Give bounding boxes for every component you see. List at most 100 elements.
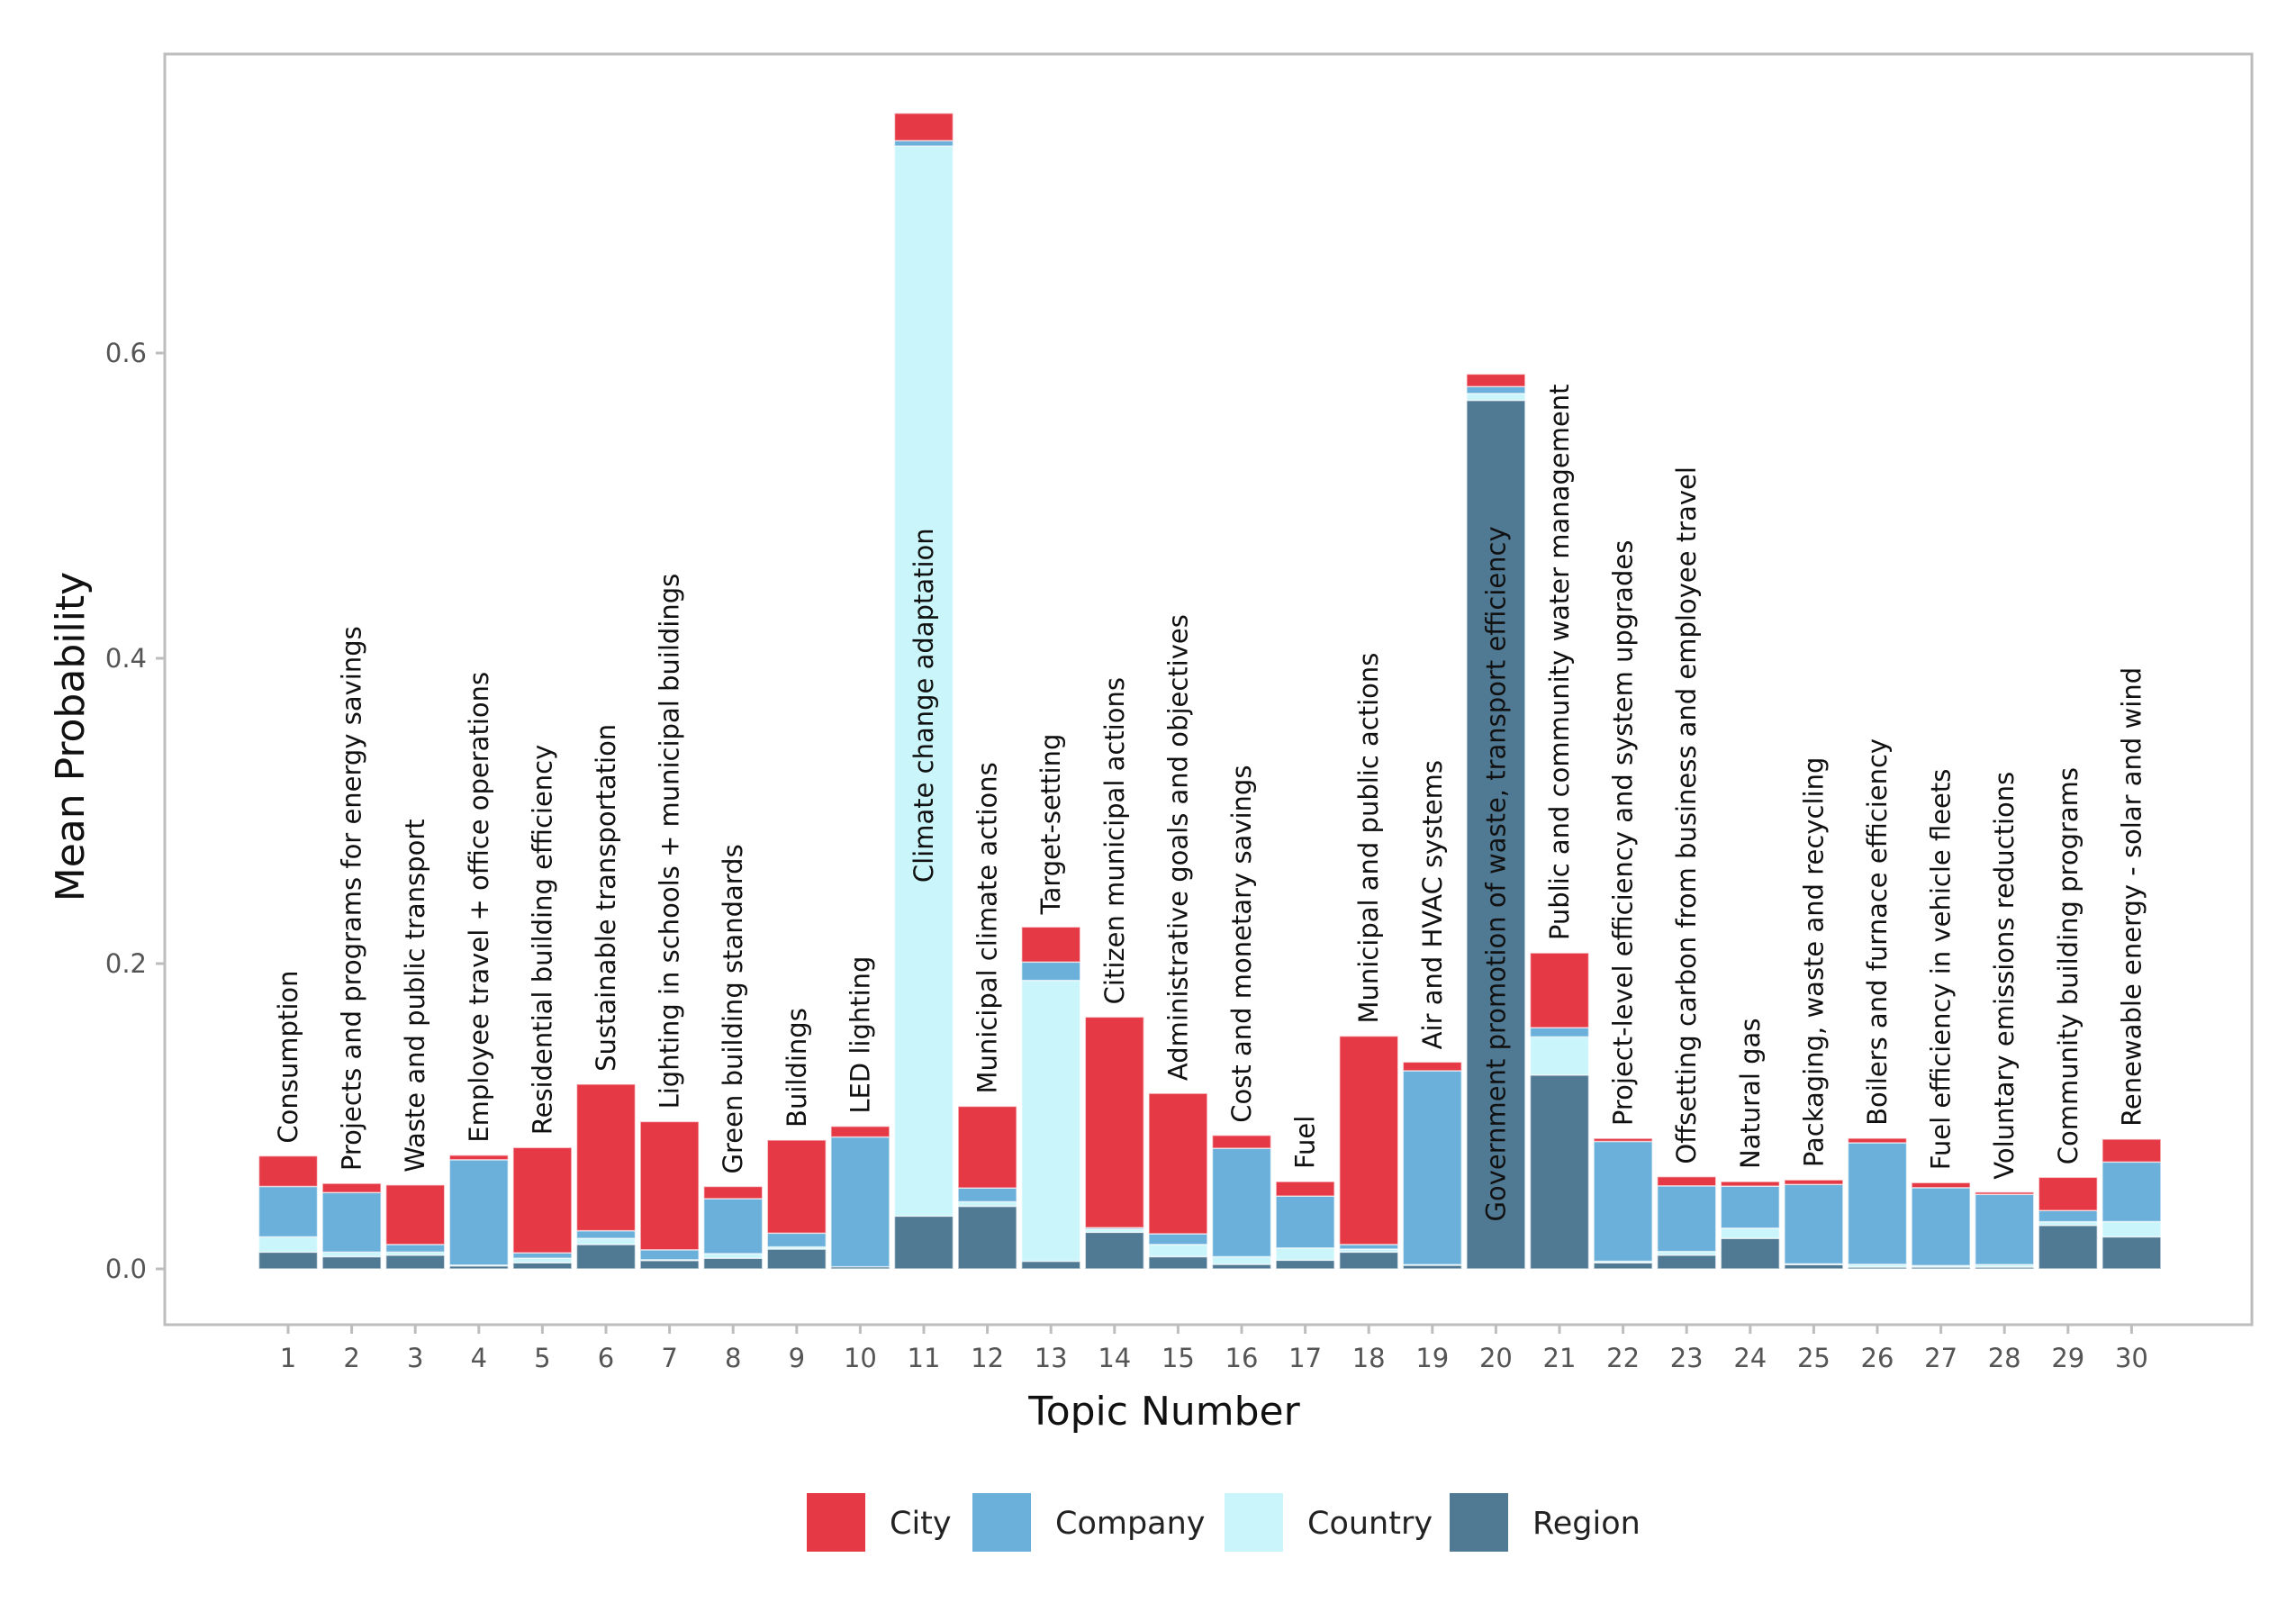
x-axis: 1 2 3 4 5 6 7 8 9 10 11 12 13 14 15 16 17 18 19 20 21 22 23 24 2… (280, 1325, 2148, 1373)
bar-segment-region-22 (1593, 1262, 1653, 1270)
bar-segment-country-8 (702, 1253, 764, 1259)
x-tick-label-20: 20 (1479, 1343, 1513, 1373)
plot-panel (163, 52, 2254, 1327)
bar-segment-city-14 (1084, 1016, 1145, 1228)
legend-label-region: Region (1532, 1506, 1641, 1542)
bar-segment-country-1 (258, 1236, 319, 1254)
legend-swatch-country (1225, 1493, 1283, 1552)
bar-segment-company-4 (448, 1159, 510, 1266)
bar-segment-region-6 (575, 1244, 637, 1270)
topic-label-5: Residential building efficiency (527, 745, 557, 1136)
bar-segment-city-11 (893, 112, 954, 141)
bar-segment-company-20 (1466, 385, 1526, 394)
x-tick-label-12: 12 (971, 1343, 1004, 1373)
x-tick-label-29: 29 (2051, 1343, 2084, 1373)
x-tick-label-21: 21 (1543, 1343, 1577, 1373)
bar-segment-region-13 (1020, 1260, 1081, 1270)
x-tick-label-7: 7 (661, 1343, 677, 1373)
topic-label-14: Citizen municipal actions (1099, 677, 1130, 1004)
legend: City Company Country Region (807, 1493, 1641, 1552)
topic-label-20: Government promotion of waste, transport… (1480, 526, 1511, 1221)
bar-segment-company-21 (1529, 1027, 1590, 1038)
bar-segment-city-22 (1593, 1137, 1653, 1143)
x-tick-label-13: 13 (1035, 1343, 1068, 1373)
y-axis: 0.0 0.2 0.4 0.6 (105, 338, 165, 1284)
bar-segment-country-17 (1275, 1247, 1335, 1262)
x-axis-title: Topic Number (1027, 1389, 1300, 1435)
bar-segment-company-5 (512, 1252, 573, 1259)
bar-segment-city-10 (830, 1125, 890, 1138)
topic-label-28: Voluntary emissions reductions (1989, 772, 2020, 1180)
bar-segment-company-30 (2102, 1161, 2162, 1223)
bar-segment-region-21 (1529, 1073, 1590, 1270)
bar-segment-region-17 (1275, 1259, 1335, 1270)
bar-segment-company-18 (1338, 1244, 1399, 1250)
bar-segment-company-27 (1911, 1187, 1971, 1267)
bar-segment-city-6 (575, 1083, 637, 1232)
topic-label-7: Lighting in schools + municipal building… (655, 574, 685, 1109)
legend-label-country: Country (1307, 1506, 1433, 1542)
x-tick-label-2: 2 (343, 1343, 359, 1373)
bar-segment-country-6 (575, 1237, 637, 1245)
legend-item-region: Region (1450, 1493, 1641, 1552)
bar-segment-city-1 (258, 1155, 319, 1188)
bar-segment-region-11 (893, 1215, 954, 1270)
bar-segment-country-15 (1148, 1244, 1208, 1258)
legend-item-country: Country (1225, 1493, 1433, 1552)
legend-swatch-region (1450, 1493, 1508, 1552)
bar-segment-company-12 (957, 1187, 1017, 1203)
x-tick-label-24: 24 (1733, 1343, 1767, 1373)
topic-label-1: Consumption (273, 970, 303, 1143)
x-tick-label-28: 28 (1988, 1343, 2021, 1373)
topic-label-29: Community building programs (2053, 767, 2084, 1164)
topic-label-25: Packaging, waste and recycling (1798, 757, 1829, 1168)
bar-segment-company-8 (702, 1198, 764, 1254)
bar-segment-region-30 (2102, 1236, 2162, 1270)
x-tick-label-26: 26 (1861, 1343, 1894, 1373)
bar-segment-city-3 (384, 1184, 446, 1245)
topic-label-21: Public and community water management (1544, 384, 1575, 940)
bar-segment-company-29 (2038, 1209, 2099, 1223)
legend-item-city: City (807, 1493, 952, 1552)
x-tick-label-15: 15 (1162, 1343, 1195, 1373)
y-axis-title: Mean Probability (48, 572, 94, 901)
legend-item-company: Company (972, 1493, 1206, 1552)
topic-label-27: Fuel efficiency in vehicle fleets (1926, 769, 1957, 1171)
bar-segment-city-8 (702, 1185, 764, 1200)
topic-label-10: LED lighting (845, 956, 875, 1114)
bar-segment-city-24 (1720, 1181, 1781, 1187)
bar-segment-company-24 (1720, 1185, 1781, 1229)
topic-label-18: Municipal and public actions (1353, 653, 1384, 1024)
topic-label-17: Fuel (1290, 1116, 1321, 1169)
bar-segment-city-15 (1148, 1092, 1208, 1235)
x-tick-label-6: 6 (598, 1343, 614, 1373)
bar-segment-city-23 (1656, 1175, 1717, 1187)
bar-segment-region-18 (1338, 1251, 1399, 1270)
bar-segment-country-16 (1211, 1255, 1272, 1265)
x-tick-label-23: 23 (1670, 1343, 1704, 1373)
y-tick-label-0.0: 0.0 (105, 1254, 147, 1284)
bar-segment-city-30 (2102, 1138, 2162, 1164)
legend-label-city: City (890, 1506, 952, 1542)
x-tick-label-5: 5 (534, 1343, 550, 1373)
bar-segment-city-26 (1847, 1137, 1908, 1144)
bar-segment-company-9 (766, 1232, 827, 1248)
topic-label-2: Projects and programs for energy savings (337, 626, 367, 1171)
bar-segment-region-16 (1211, 1263, 1272, 1270)
topic-label-24: Natural gas (1735, 1019, 1766, 1169)
bar-segment-region-3 (384, 1254, 446, 1270)
x-tick-label-19: 19 (1415, 1343, 1449, 1373)
bar-segment-company-13 (1020, 961, 1081, 982)
x-tick-label-10: 10 (844, 1343, 877, 1373)
topic-label-12: Municipal climate actions (972, 762, 1003, 1093)
legend-label-company: Company (1055, 1506, 1206, 1542)
x-tick-label-25: 25 (1797, 1343, 1830, 1373)
bar-segment-region-24 (1720, 1237, 1781, 1270)
bar-segment-company-7 (639, 1249, 700, 1261)
bar-segment-city-18 (1338, 1035, 1399, 1245)
bar-segment-region-12 (957, 1205, 1017, 1270)
bar-segment-city-4 (448, 1154, 510, 1161)
x-tick-label-16: 16 (1225, 1343, 1259, 1373)
bar-segment-country-30 (2102, 1220, 2162, 1238)
